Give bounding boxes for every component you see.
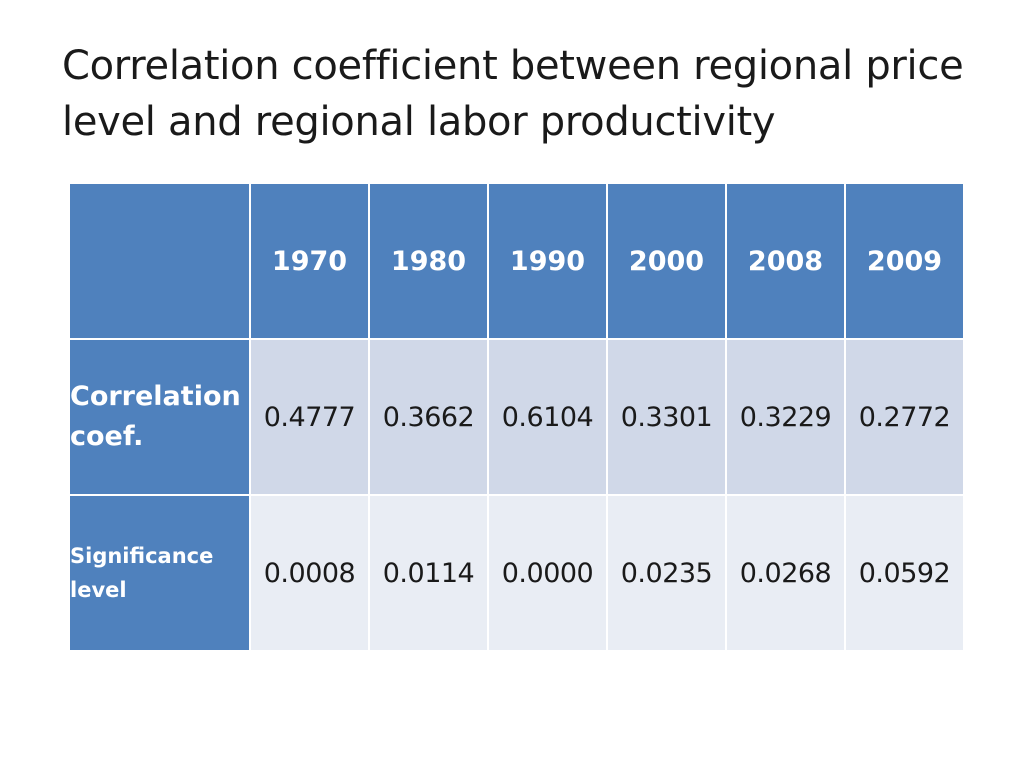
row-label-line: level: [70, 578, 127, 602]
table-cell: 0.0114: [368, 494, 489, 652]
column-header-year: 1970: [249, 182, 370, 340]
table-cell: 0.0592: [844, 494, 965, 652]
table-cell: 0.3229: [725, 338, 846, 496]
table-cell: 0.3662: [368, 338, 489, 496]
table-header-row: 1970 1980 1990 2000 2008 2009: [68, 182, 965, 340]
correlation-table: 1970 1980 1990 2000 2008 2009 Correlatio…: [68, 182, 965, 652]
column-header-year: 2008: [725, 182, 846, 340]
table-cell: 0.4777: [249, 338, 370, 496]
table-cell: 0.0000: [487, 494, 608, 652]
table-cell: 0.2772: [844, 338, 965, 496]
row-label-correlation-coef: Correlation coef.: [68, 338, 251, 496]
column-header-year: 2009: [844, 182, 965, 340]
table-row-correlation-coef: Correlation coef. 0.4777 0.3662 0.6104 0…: [68, 338, 965, 496]
table-cell: 0.6104: [487, 338, 608, 496]
row-label-line: coef.: [70, 421, 144, 452]
table-cell: 0.3301: [606, 338, 727, 496]
table-row-significance-level: Significance level 0.0008 0.0114 0.0000 …: [68, 494, 965, 652]
table-cell: 0.0008: [249, 494, 370, 652]
column-header-year: 1990: [487, 182, 608, 340]
row-label-significance-level: Significance level: [68, 494, 251, 652]
row-label-line: Significance: [70, 544, 214, 568]
row-label-line: Correlation: [70, 381, 241, 412]
column-header-year: 2000: [606, 182, 727, 340]
column-header-year: 1980: [368, 182, 489, 340]
slide-title: Correlation coefficient between regional…: [62, 43, 964, 145]
table-cell: 0.0268: [725, 494, 846, 652]
table-cell: 0.0235: [606, 494, 727, 652]
table-corner-cell: [68, 182, 251, 340]
